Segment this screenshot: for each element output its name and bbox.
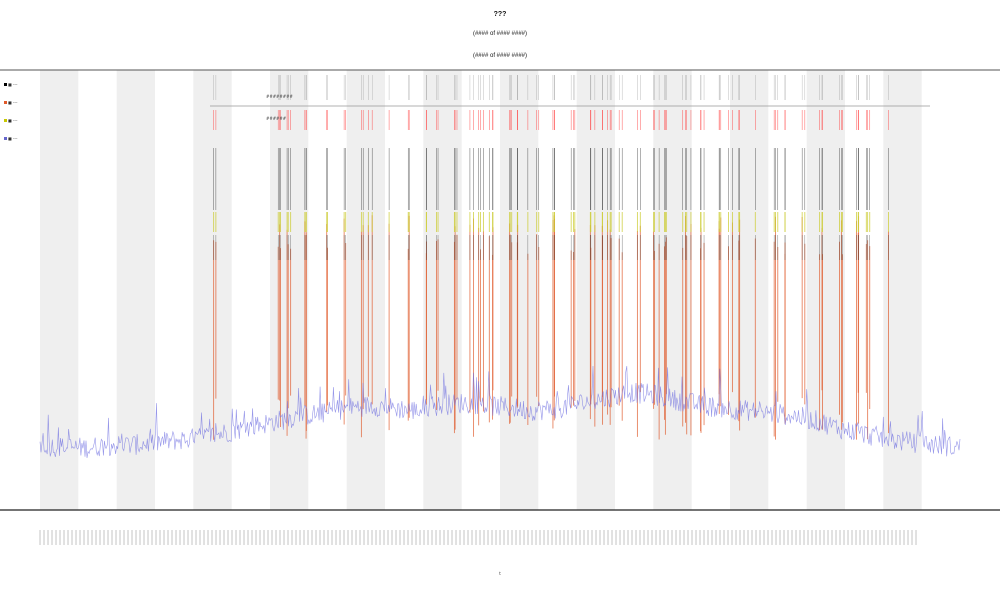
spike-39 — [819, 75, 823, 431]
legend-item-1: ■ --- — [4, 100, 18, 105]
spike-19 — [536, 75, 540, 406]
spike-42 — [865, 75, 871, 440]
row-label-1: ######## — [266, 94, 293, 99]
spike-31 — [700, 75, 705, 433]
base-series-line — [39, 365, 961, 459]
chart-title: ??? — [493, 11, 507, 18]
legend-label: ■ --- — [8, 136, 18, 141]
band-0 — [40, 70, 79, 510]
spike-20 — [552, 75, 555, 429]
background-bands — [40, 70, 922, 510]
axes — [0, 69, 1000, 511]
x-tick-labels — [39, 530, 917, 545]
spike-41 — [856, 75, 860, 440]
legend-swatch — [4, 83, 7, 86]
spike-4 — [326, 75, 328, 412]
row-label-2: ###### — [266, 116, 287, 121]
band-4 — [346, 70, 385, 510]
spike-28 — [663, 75, 667, 435]
spike-26 — [636, 75, 641, 437]
spike-3 — [304, 75, 307, 439]
legend-swatch — [4, 101, 7, 104]
legend-item-0: ■ --- — [4, 82, 18, 87]
spike-38 — [801, 75, 806, 405]
spike-1 — [277, 75, 281, 427]
band-1 — [116, 70, 155, 510]
spike-21 — [570, 75, 576, 408]
spike-36 — [773, 75, 779, 440]
spike-32 — [718, 75, 722, 414]
band-9 — [730, 70, 769, 510]
band-10 — [806, 70, 845, 510]
legend-item-3: ■ --- — [4, 136, 18, 141]
chart-subtitle-2: (#### of #### ####) — [472, 53, 528, 59]
spike-11 — [435, 75, 439, 410]
spike-33 — [728, 75, 733, 415]
band-3 — [270, 70, 309, 510]
legend-label: ■ --- — [8, 82, 18, 87]
band-5 — [423, 70, 462, 510]
band-6 — [500, 70, 539, 510]
spike-15 — [488, 75, 494, 423]
spike-22 — [589, 75, 596, 427]
spike-29 — [682, 75, 688, 435]
spike-6 — [360, 75, 364, 438]
spike-25 — [618, 75, 623, 421]
legend: ■ --- ■ --- ■ --- ■ --- — [4, 82, 18, 141]
chart-subtitle-1: (#### of #### ####) — [472, 31, 528, 37]
band-7 — [576, 70, 615, 510]
spike-2 — [286, 75, 292, 436]
legend-swatch — [4, 119, 7, 122]
spike-7 — [367, 75, 373, 405]
base-series — [39, 365, 961, 459]
spike-27 — [653, 75, 660, 440]
spike-lines — [213, 75, 889, 440]
spike-5 — [343, 75, 347, 425]
spike-24 — [607, 75, 612, 425]
legend-label: ■ --- — [8, 118, 18, 123]
band-2 — [193, 70, 232, 510]
spike-16 — [509, 75, 513, 424]
spike-0 — [213, 75, 217, 440]
spike-14 — [478, 75, 484, 426]
spike-13 — [469, 75, 475, 437]
spike-40 — [839, 75, 843, 430]
legend-swatch — [4, 137, 7, 140]
x-axis-label: t — [499, 571, 501, 576]
legend-label: ■ --- — [8, 100, 18, 105]
spike-34 — [738, 75, 741, 431]
legend-item-2: ■ --- — [4, 118, 18, 123]
spike-9 — [407, 75, 410, 421]
